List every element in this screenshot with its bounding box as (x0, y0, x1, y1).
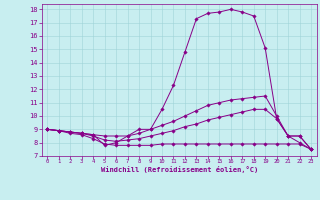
X-axis label: Windchill (Refroidissement éolien,°C): Windchill (Refroidissement éolien,°C) (100, 166, 258, 173)
